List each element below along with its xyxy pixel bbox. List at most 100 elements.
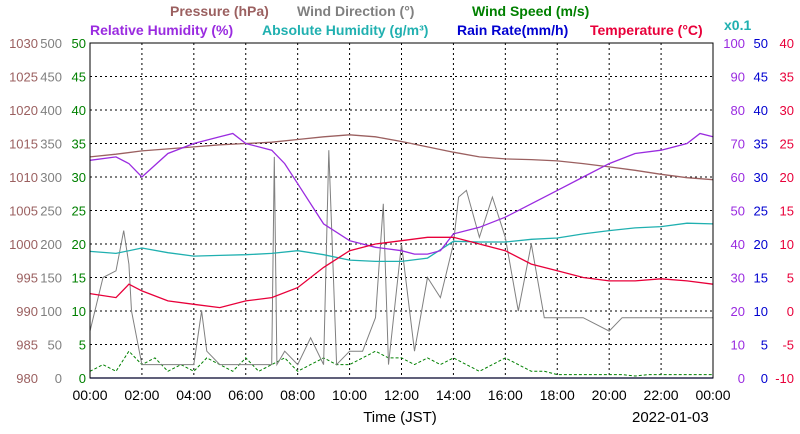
y-tick-label-pressure: 1015 [9,137,38,152]
x-tick-label: 06:00 [228,387,263,403]
y-tick-label-temperature: -10 [775,371,794,386]
y-tick-label-rain-rate: 45 [754,70,768,85]
y-tick-label-temperature: 30 [780,103,794,118]
y-tick-label-wind-dir: 300 [40,170,62,185]
x-tick-label: 10:00 [332,387,367,403]
y-tick-label-wind-dir: 200 [40,237,62,252]
y-tick-label-pressure: 1005 [9,204,38,219]
x-tick-label: 12:00 [384,387,419,403]
x-axis-ticks: 00:00 02:00 04:00 06:00 08:00 10:00 12:00 14:00… [72,387,730,403]
y-tick-label-wind-dir: 400 [40,103,62,118]
y-tick-label-rain-rate: 25 [754,204,768,219]
y-tick-label-temperature: 0 [787,304,794,319]
rel-humidity-axis-title: Relative Humidity (%) [90,22,233,38]
wind-direction-axis-title: Wind Direction (°) [297,3,414,19]
abs-humidity-axis-title: Absolute Humidity (g/m³) [262,22,428,38]
series-line-pressure [89,134,714,181]
y-tick-label-wind-dir: 100 [40,304,62,319]
y-tick-label-rain-rate: 35 [754,137,768,152]
abs-humidity-scale-note: x0.1 [724,17,751,33]
y-tick-label-rel-humidity: 20 [731,304,745,319]
y-tick-label-rain-rate: 10 [754,304,768,319]
y-tick-label-wind-speed: 25 [72,204,86,219]
y-tick-label-wind-speed: 30 [72,170,86,185]
y-tick-label-wind-dir: 50 [48,338,62,353]
y-tick-label-rel-humidity: 80 [731,103,745,118]
series-line-wind-speed [89,350,713,377]
y-tick-label-wind-speed: 40 [72,103,86,118]
x-tick-label: 22:00 [644,387,679,403]
y-tick-label-pressure: 1020 [9,103,38,118]
x-tick-label: 18:00 [540,387,575,403]
x-tick-label: 00:00 [72,387,107,403]
x-tick-label: 14:00 [436,387,471,403]
y-tick-label-rel-humidity: 60 [731,170,745,185]
x-axis-title: Time (JST) [363,409,437,426]
y-tick-label-rain-rate: 40 [754,103,768,118]
y-tick-label-wind-speed: 45 [72,70,86,85]
y-tick-label-temperature: 35 [780,70,794,85]
y-tick-label-temperature: -5 [782,338,794,353]
y-tick-label-wind-dir: 350 [40,137,62,152]
y-tick-label-temperature: 20 [780,170,794,185]
y-tick-label-wind-dir: 250 [40,204,62,219]
plot-frame [89,42,714,379]
y-tick-label-wind-speed: 5 [79,338,86,353]
wind-speed-axis-title: Wind Speed (m/s) [472,3,589,19]
x-tick-label: 02:00 [124,387,159,403]
rain-rate-axis-title: Rain Rate(mm/h) [457,22,568,38]
y-tick-label-pressure: 1000 [9,237,38,252]
y-tick-label-wind-dir: 0 [55,371,62,386]
y-tick-label-wind-dir: 500 [40,36,62,51]
y-tick-label-pressure: 995 [16,271,38,286]
y-tick-label-temperature: 40 [780,36,794,51]
y-tick-label-temperature: 5 [787,271,794,286]
y-tick-label-wind-speed: 0 [79,371,86,386]
x-tick-label: 16:00 [488,387,523,403]
x-tick-label: 00:00 [695,387,730,403]
x-tick-label: 04:00 [176,387,211,403]
y-tick-label-rel-humidity: 10 [731,338,745,353]
y-tick-label-rain-rate: 50 [754,36,768,51]
series-line-temperature [89,236,714,309]
series-layer [89,132,714,379]
y-tick-label-wind-dir: 450 [40,70,62,85]
y-tick-label-rel-humidity: 100 [723,36,745,51]
y-tick-label-rain-rate: 30 [754,170,768,185]
y-tick-label-rain-rate: 20 [754,237,768,252]
y-tick-label-pressure: 1010 [9,170,38,185]
y-tick-label-temperature: 15 [780,204,794,219]
y-tick-label-wind-speed: 35 [72,137,86,152]
y-tick-label-pressure: 980 [16,371,38,386]
y-tick-label-temperature: 25 [780,137,794,152]
grid [90,43,713,378]
y-tick-label-wind-speed: 50 [72,36,86,51]
y-tick-label-rain-rate: 5 [761,338,768,353]
y-tick-label-rel-humidity: 30 [731,271,745,286]
y-tick-label-rain-rate: 15 [754,271,768,286]
y-tick-label-pressure: 1025 [9,70,38,85]
y-tick-label-wind-speed: 20 [72,237,86,252]
y-tick-label-temperature: 10 [780,237,794,252]
chart-date: 2022-01-03 [632,409,709,426]
y-tick-label-rel-humidity: 40 [731,237,745,252]
series-line-abs-humidity [89,222,714,263]
y-tick-label-pressure: 990 [16,304,38,319]
y-tick-label-pressure: 1030 [9,36,38,51]
y-tick-label-wind-speed: 15 [72,271,86,286]
y-tick-label-wind-speed: 10 [72,304,86,319]
y-tick-label-rain-rate: 0 [761,371,768,386]
series-line-rel-humidity [89,132,714,255]
y-tick-label-rel-humidity: 90 [731,70,745,85]
temperature-axis-title: Temperature (°C) [590,22,703,38]
y-tick-label-rel-humidity: 70 [731,137,745,152]
y-tick-label-rel-humidity: 50 [731,204,745,219]
y-axis-ticks: 9809859909951000100510101015102010251030… [9,36,794,386]
y-tick-label-pressure: 985 [16,338,38,353]
x-tick-label: 08:00 [280,387,315,403]
y-tick-label-wind-dir: 150 [40,271,62,286]
pressure-axis-title: Pressure (hPa) [170,3,269,19]
series-line-wind-dir [89,150,713,367]
x-tick-label: 20:00 [592,387,627,403]
